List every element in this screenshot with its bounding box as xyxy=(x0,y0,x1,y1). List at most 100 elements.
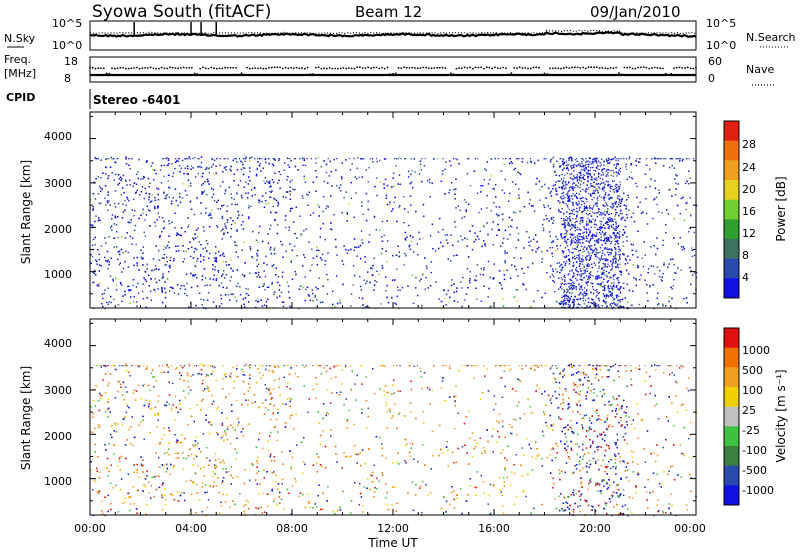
scatter-point xyxy=(258,201,260,204)
nave-point xyxy=(367,66,370,69)
scatter-point xyxy=(194,233,197,235)
scatter-point xyxy=(571,269,574,271)
nave-point xyxy=(251,67,254,70)
scatter-point xyxy=(618,214,620,217)
scatter-point xyxy=(607,287,609,289)
scatter-point xyxy=(277,276,280,278)
scatter-point xyxy=(221,275,223,277)
nave-point xyxy=(265,67,268,70)
scatter-point xyxy=(612,286,614,288)
scatter-point xyxy=(582,272,584,275)
scatter-point xyxy=(617,282,620,284)
scatter-point xyxy=(289,305,291,307)
scatter-point xyxy=(597,252,599,254)
scatter-point xyxy=(562,184,565,186)
scatter-point xyxy=(658,303,660,305)
scatter-point xyxy=(254,272,257,274)
scatter-point xyxy=(378,273,380,275)
scatter-point xyxy=(168,235,170,237)
nave-point xyxy=(607,67,609,70)
scatter-point xyxy=(361,239,363,241)
scatter-point xyxy=(606,173,608,176)
scatter-point xyxy=(136,262,138,264)
scatter-point xyxy=(111,158,113,160)
scatter-point xyxy=(146,268,148,270)
scatter-point xyxy=(292,188,294,190)
scatter-point xyxy=(109,204,111,206)
scatter-point xyxy=(94,156,96,159)
scatter-point xyxy=(259,276,261,278)
scatter-point xyxy=(686,302,688,304)
scatter-point xyxy=(615,266,617,268)
scatter-point xyxy=(670,258,672,261)
scatter-point xyxy=(583,291,585,293)
scatter-point xyxy=(617,303,619,305)
scatter-point xyxy=(546,250,549,252)
scatter-point xyxy=(504,178,506,181)
scatter-point xyxy=(497,158,499,160)
scatter-point xyxy=(501,189,504,191)
scatter-point xyxy=(434,250,437,252)
scatter-point xyxy=(252,257,254,259)
scatter-point xyxy=(564,297,566,299)
scatter-point xyxy=(158,268,160,271)
scatter-point xyxy=(187,167,189,170)
scatter-point xyxy=(653,245,655,247)
scatter-point xyxy=(596,158,598,160)
scatter-point xyxy=(403,264,405,266)
nave-point xyxy=(642,66,645,69)
scatter-point xyxy=(168,223,171,225)
scatter-point xyxy=(589,239,591,242)
scatter-point xyxy=(432,248,434,250)
scatter-point xyxy=(576,248,578,250)
scatter-point xyxy=(691,255,693,258)
scatter-point xyxy=(168,220,170,222)
scatter-point xyxy=(375,229,378,231)
scatter-point xyxy=(92,238,95,241)
nave-point xyxy=(662,67,664,70)
scatter-point xyxy=(466,173,469,175)
scatter-point xyxy=(590,291,592,293)
scatter-point xyxy=(193,275,195,277)
scatter-point xyxy=(92,193,95,195)
scatter-point xyxy=(220,298,222,300)
scatter-point xyxy=(614,229,617,231)
scatter-point xyxy=(294,158,296,160)
scatter-point xyxy=(97,158,99,160)
scatter-point xyxy=(107,158,110,160)
scatter-point xyxy=(198,241,200,243)
scatter-point xyxy=(495,213,498,215)
scatter-point xyxy=(303,230,305,232)
scatter-point xyxy=(572,189,574,191)
scatter-point xyxy=(241,161,243,164)
scatter-point xyxy=(121,177,123,180)
scatter-point xyxy=(649,284,651,287)
scatter-point xyxy=(267,286,270,288)
scatter-point xyxy=(314,170,317,172)
scatter-point xyxy=(487,260,490,263)
scatter-point xyxy=(396,268,398,270)
nave-point xyxy=(193,72,196,75)
scatter-point xyxy=(197,258,199,260)
scatter-point xyxy=(582,267,584,269)
scatter-point xyxy=(177,160,180,162)
scatter-point xyxy=(125,179,127,181)
scatter-point xyxy=(621,298,624,301)
scatter-point xyxy=(264,304,266,306)
nave-point xyxy=(447,73,449,76)
scatter-point xyxy=(666,209,668,211)
nave-point xyxy=(171,66,174,69)
scatter-point xyxy=(615,285,618,287)
scatter-point xyxy=(558,186,560,189)
scatter-point xyxy=(148,193,151,195)
scatter-point xyxy=(617,264,619,266)
scatter-point xyxy=(480,267,482,270)
scatter-point xyxy=(435,281,437,283)
scatter-point xyxy=(578,202,580,205)
nave-point xyxy=(392,72,394,75)
scatter-point xyxy=(527,266,529,269)
scatter-point xyxy=(415,277,417,279)
scatter-point xyxy=(272,205,274,208)
nave-point xyxy=(573,66,576,69)
scatter-point xyxy=(229,168,231,170)
